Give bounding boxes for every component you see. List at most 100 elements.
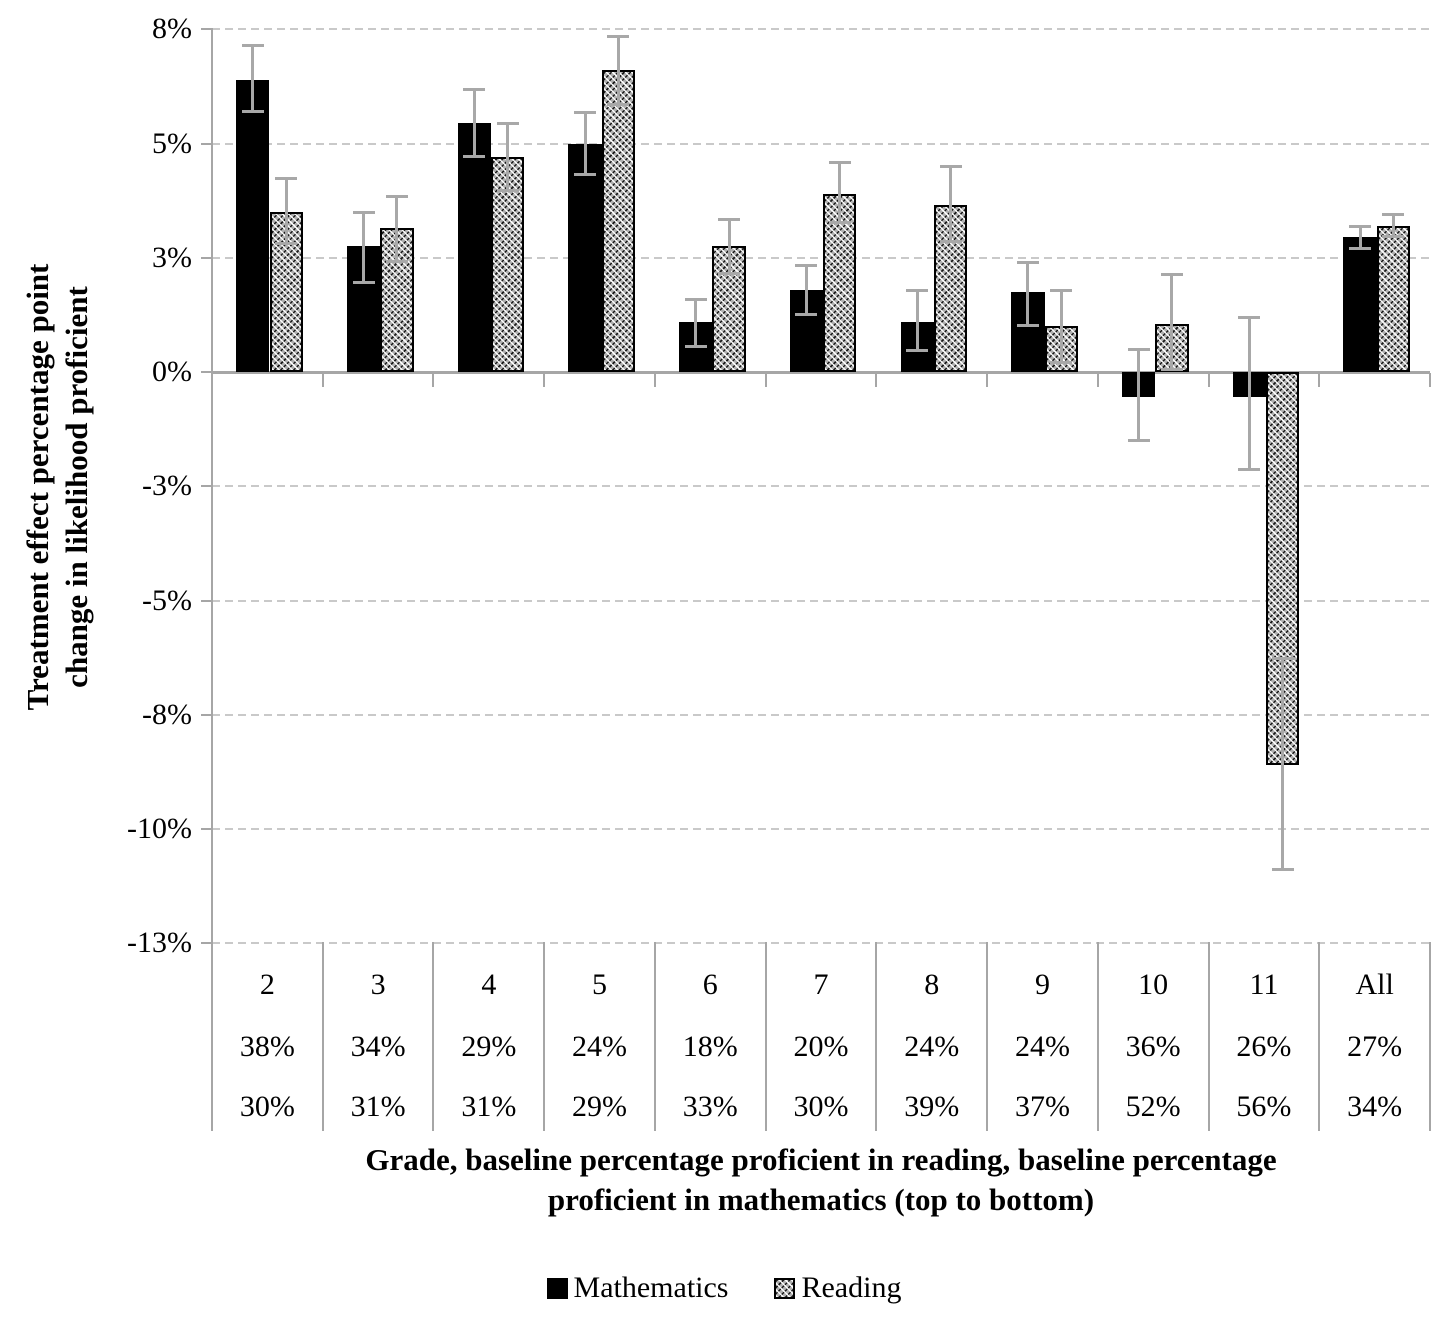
gridline [212,713,1430,716]
table-cell-baseline-reading: 24% [1014,1030,1070,1063]
error-bar-cap [574,173,597,177]
error-bar-cap [939,165,962,169]
table-cell-grade: 2 [259,968,275,1001]
error-bar [1247,317,1251,471]
y-axis-tick [201,485,213,488]
error-bar-cap [684,297,707,301]
y-tick-label: -13% [127,926,192,960]
error-bar-cap [352,280,375,284]
table-cell-baseline-math: 56% [1236,1090,1292,1123]
bar-mathematics [1011,292,1045,372]
table-cell-baseline-math: 31% [350,1090,406,1123]
error-bar-cap [1050,288,1073,292]
category-axis-tick [1429,373,1431,387]
error-bar [284,177,288,245]
bar-mathematics [457,122,491,372]
category-axis-tick [211,373,213,387]
error-bar-cap [574,110,597,114]
table-cell-baseline-math: 37% [1014,1090,1070,1123]
error-bar [804,264,808,315]
error-bar-cap [607,102,630,106]
bar-mathematics [236,79,270,372]
error-bar [506,122,510,192]
error-bar [727,218,731,274]
table-cell-baseline-reading: 24% [572,1030,628,1063]
table-cell-grade: All [1355,968,1394,1001]
error-bar-cap [1382,235,1405,239]
error-bar [949,166,952,242]
error-bar-cap [385,260,408,264]
error-bar-cap [496,121,519,125]
table-cell-baseline-reading: 36% [1125,1030,1181,1063]
legend-item-reading: Reading [774,1271,901,1305]
category-axis-tick [543,373,546,387]
error-bar-cap [463,155,486,159]
table-cell-grade: 8 [924,968,940,1001]
bar-reading [380,228,414,372]
table-cell-baseline-reading: 18% [682,1030,738,1063]
y-tick-label: 5% [152,126,192,160]
error-bar-cap [385,195,408,199]
axis-table-separator [1429,942,1431,1131]
error-bar-cap [1238,316,1261,320]
y-tick-label: 8% [152,12,192,46]
table-cell-baseline-reading: 27% [1347,1030,1403,1063]
error-bar-cap [275,242,298,246]
table-cell-baseline-math: 39% [904,1090,960,1123]
axis-table-separator [432,942,435,1131]
gridline [212,142,1430,145]
error-bar-cap [275,176,298,180]
error-bar-cap [1271,868,1294,872]
table-cell-baseline-reading: 26% [1236,1030,1292,1063]
category-axis-tick [432,373,435,387]
error-bar-cap [1016,261,1039,265]
legend-label-mathematics: Mathematics [573,1271,729,1304]
y-tick-label: -10% [127,812,192,845]
error-bar-cap [496,189,519,193]
table-cell-grade: 11 [1249,968,1279,1001]
table-cell-baseline-reading: 38% [239,1030,295,1063]
axis-table-separator [653,942,656,1131]
error-bar-cap [1016,324,1039,328]
error-bar-cap [607,35,630,39]
table-cell-baseline-math: 33% [682,1090,738,1123]
bar-mathematics [789,289,824,372]
error-bar [1026,262,1030,327]
error-bar-cap [906,349,929,353]
error-bar-cap [718,217,741,221]
bar-reading [490,157,525,372]
gridline [212,599,1430,602]
gridline [212,256,1430,259]
gridline [212,828,1430,830]
legend-label-reading: Reading [801,1271,902,1304]
error-bar [1391,214,1395,238]
y-axis-line [211,29,213,1131]
axis-table-separator [1207,942,1210,1131]
error-bar-cap [1050,360,1073,364]
error-bar [1137,349,1141,441]
category-axis-line [212,371,1430,374]
category-axis-tick [1207,373,1210,387]
error-bar-cap [795,263,818,267]
bar-mathematics [1343,237,1377,372]
error-bar [1059,289,1063,363]
category-axis-tick [986,373,989,387]
table-cell-grade: 4 [481,968,497,1001]
category-axis-tick [321,373,324,387]
x-axis-title: Grade, baseline percentage proficient in… [212,1140,1430,1220]
error-bar-cap [828,160,851,164]
table-cell-baseline-math: 30% [239,1090,295,1123]
legend: Mathematics Reading [0,1268,1448,1308]
error-bar [838,161,842,224]
table-cell-grade: 3 [370,968,386,1001]
error-bar [251,45,255,112]
error-bar-cap [1238,468,1261,472]
y-axis-tick [201,28,213,31]
error-bar-cap [1382,213,1405,217]
error-bar-cap [684,344,707,348]
reading-swatch-icon [774,1277,796,1299]
category-axis-tick [875,373,878,387]
gridline [212,942,1430,945]
